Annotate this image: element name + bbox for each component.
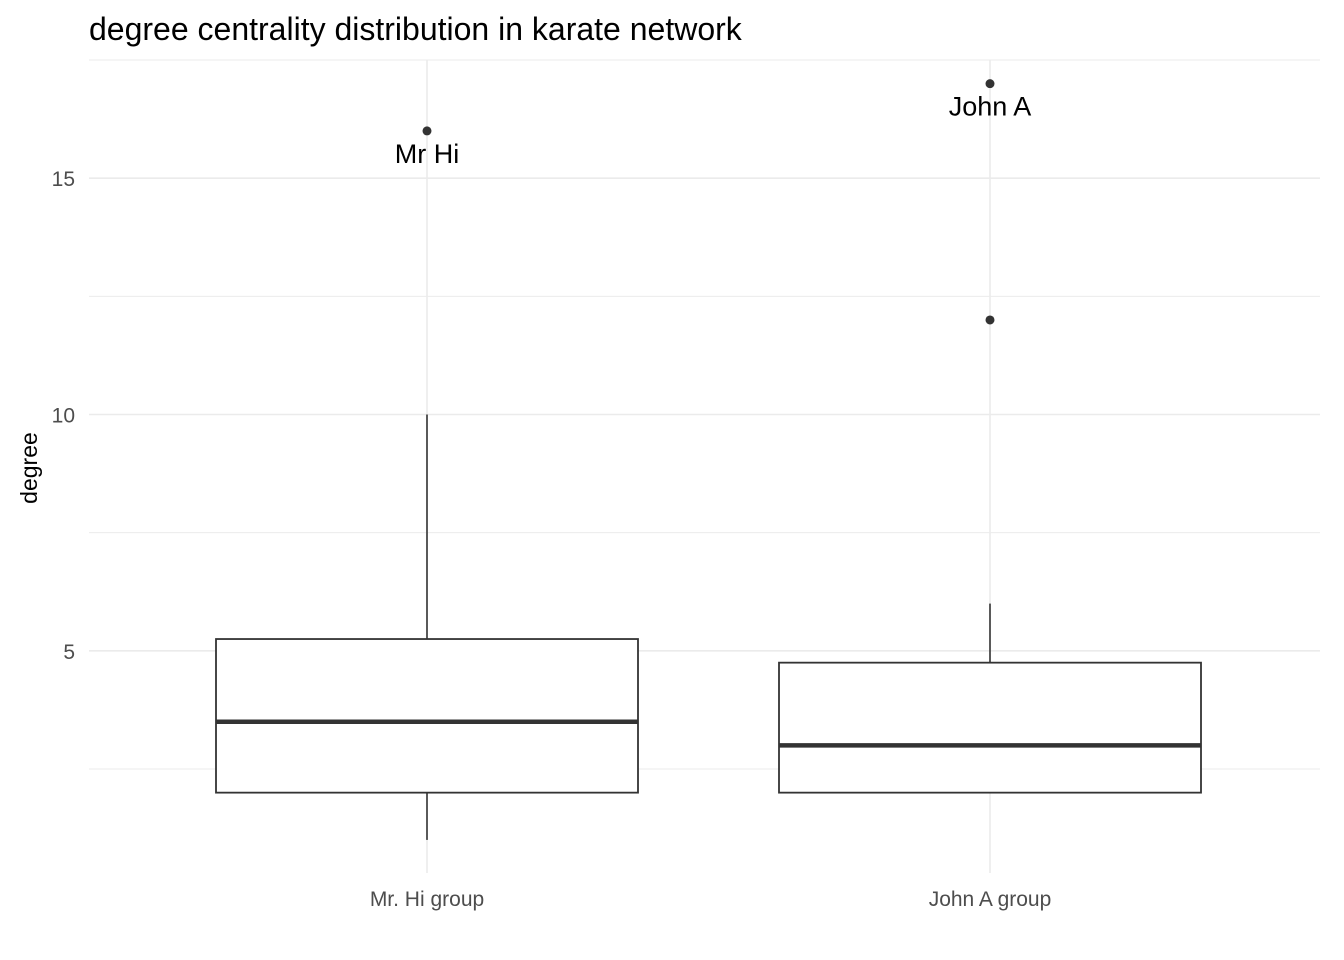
y-tick-label: 10 — [52, 405, 75, 428]
y-axis-ticks: 5 10 15 — [52, 168, 75, 664]
x-tick-label: Mr. Hi group — [370, 888, 484, 911]
annotations: Mr Hi John A — [395, 92, 1032, 169]
x-axis-ticks: Mr. Hi group John A group — [370, 888, 1051, 911]
annotation-label: Mr Hi — [395, 139, 459, 169]
outlier-point — [985, 79, 995, 89]
outlier-point — [985, 315, 995, 325]
box — [215, 638, 639, 794]
chart-title: degree centrality distribution in karate… — [89, 11, 743, 47]
outlier-points — [422, 79, 995, 325]
y-axis-label: degree — [16, 432, 42, 504]
y-tick-label: 5 — [63, 641, 75, 664]
x-tick-label: John A group — [929, 888, 1052, 911]
outlier-point — [422, 126, 432, 136]
box — [778, 661, 1202, 794]
y-tick-label: 15 — [52, 168, 75, 191]
box-plots — [215, 414, 1202, 840]
annotation-label: John A — [949, 92, 1032, 122]
